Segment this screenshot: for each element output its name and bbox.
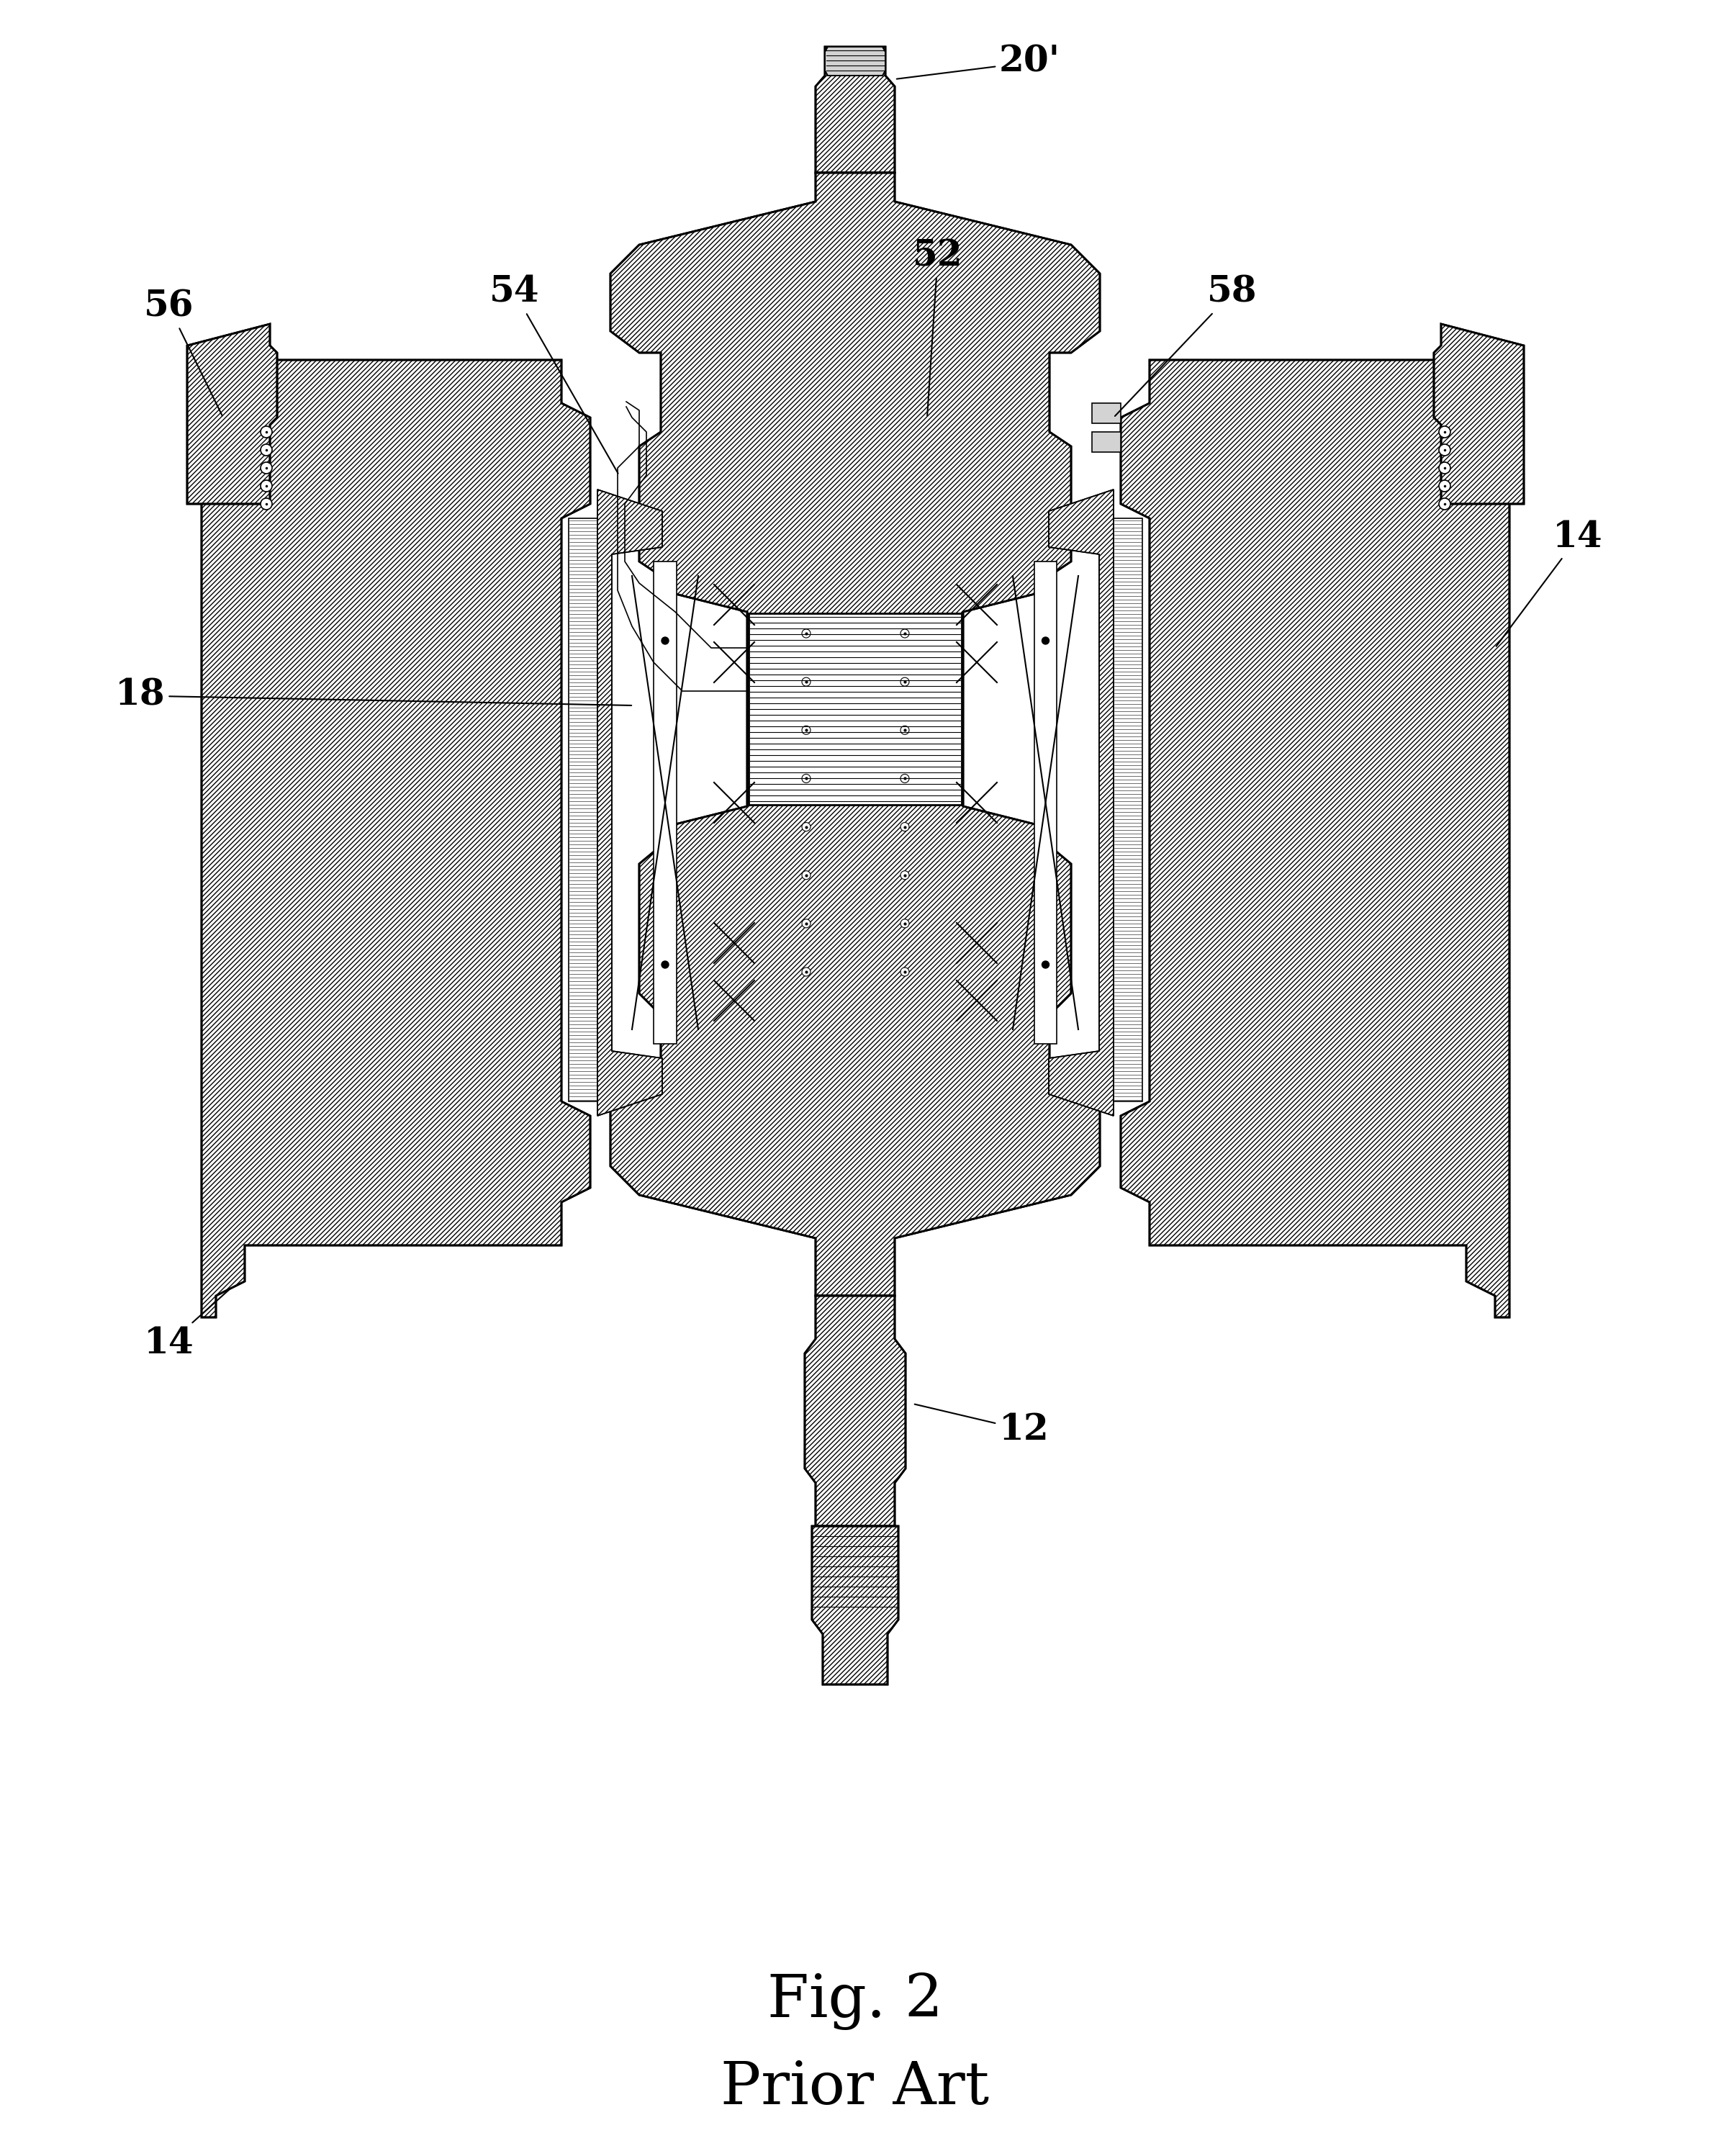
Circle shape <box>900 774 909 783</box>
Text: 58: 58 <box>1116 276 1258 416</box>
Circle shape <box>802 918 811 927</box>
Circle shape <box>260 498 272 509</box>
Circle shape <box>1042 962 1049 968</box>
Circle shape <box>662 962 669 968</box>
Bar <box>1114 517 1143 1102</box>
Text: 54: 54 <box>489 276 618 474</box>
Polygon shape <box>654 561 676 1044</box>
Circle shape <box>900 630 909 638</box>
Circle shape <box>260 427 272 438</box>
Polygon shape <box>1049 489 1114 1117</box>
Polygon shape <box>597 489 662 1117</box>
Polygon shape <box>816 47 895 172</box>
Circle shape <box>802 821 811 830</box>
Polygon shape <box>1035 561 1057 1044</box>
Circle shape <box>900 918 909 927</box>
Circle shape <box>802 630 811 638</box>
Circle shape <box>260 461 272 474</box>
Circle shape <box>1439 481 1451 492</box>
Text: 14: 14 <box>144 1289 229 1360</box>
Polygon shape <box>1121 360 1509 1317</box>
Text: 52: 52 <box>912 239 963 416</box>
Circle shape <box>260 444 272 455</box>
Circle shape <box>802 727 811 735</box>
Polygon shape <box>186 323 277 505</box>
Circle shape <box>662 636 669 645</box>
Circle shape <box>802 677 811 686</box>
Circle shape <box>1439 427 1451 438</box>
Bar <box>568 517 597 1102</box>
Bar <box>1092 431 1121 453</box>
Bar <box>1092 403 1121 423</box>
Polygon shape <box>1434 323 1525 505</box>
Text: 12: 12 <box>915 1404 1049 1447</box>
Text: 18: 18 <box>115 679 631 714</box>
Circle shape <box>900 871 909 880</box>
Text: 20': 20' <box>897 45 1061 80</box>
Text: Prior Art: Prior Art <box>720 2059 989 2117</box>
Text: 14: 14 <box>1495 520 1603 647</box>
Circle shape <box>1439 461 1451 474</box>
Polygon shape <box>804 1296 905 1526</box>
Circle shape <box>900 821 909 830</box>
Polygon shape <box>611 172 1100 1296</box>
Circle shape <box>1042 636 1049 645</box>
Circle shape <box>900 968 909 977</box>
Circle shape <box>1439 498 1451 509</box>
Text: 56: 56 <box>144 289 222 416</box>
Polygon shape <box>825 47 885 75</box>
Circle shape <box>802 968 811 977</box>
Text: Fig. 2: Fig. 2 <box>767 1973 943 2031</box>
Circle shape <box>802 871 811 880</box>
Polygon shape <box>202 360 590 1317</box>
Circle shape <box>260 481 272 492</box>
Circle shape <box>1439 444 1451 455</box>
Circle shape <box>900 727 909 735</box>
Bar <box>749 612 962 804</box>
Circle shape <box>802 774 811 783</box>
Circle shape <box>900 677 909 686</box>
Polygon shape <box>813 1526 898 1684</box>
